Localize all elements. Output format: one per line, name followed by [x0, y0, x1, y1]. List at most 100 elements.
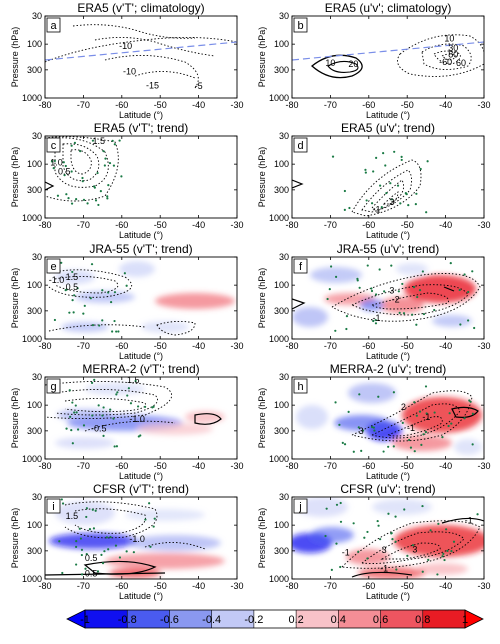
significance-dot: [389, 182, 392, 185]
panel-e: 1.5-1.00.5 -80 -70 -60 -50 -40 -30 30 100 300 1000…: [10, 242, 244, 361]
significance-dot: [334, 401, 337, 404]
contour-line-dotted: [104, 55, 199, 89]
contour-line-solid: [292, 298, 306, 310]
significance-dot: [113, 319, 116, 323]
x-axis-label: Latitude (°): [366, 471, 410, 481]
significance-dot: [329, 265, 333, 268]
contour-label: 2: [401, 402, 406, 412]
significance-dot: [98, 324, 101, 327]
significance-dot: [53, 318, 57, 322]
y-tick-label: 100: [27, 400, 42, 410]
significance-dot: [446, 549, 449, 552]
x-tick-label: -50: [401, 100, 414, 110]
significance-dot: [343, 208, 346, 211]
colorbar-segment: [211, 610, 255, 628]
significance-dot: [152, 525, 155, 528]
significance-dot: [396, 184, 400, 187]
significance-dot: [109, 300, 113, 304]
significance-dot: [70, 170, 73, 173]
significance-dot: [73, 411, 76, 414]
significance-dot: [427, 558, 430, 561]
x-tick-label: -30: [477, 581, 490, 591]
significance-dot: [91, 139, 95, 142]
x-tick-label: -60: [115, 461, 128, 471]
contour-label: -1: [407, 423, 415, 433]
shading-patch: [372, 499, 432, 515]
significance-dot: [115, 393, 118, 396]
significance-dot: [102, 150, 105, 153]
significance-dot: [78, 527, 81, 530]
significance-dot: [325, 507, 328, 510]
shading-patch: [334, 415, 390, 431]
significance-dot: [459, 323, 462, 326]
y-tick-label: 30: [279, 11, 289, 21]
colorbar-tick-label: 0.8: [415, 614, 430, 626]
significance-dot: [69, 415, 72, 418]
significance-dot: [343, 189, 346, 193]
panel-title: ERA5 (v'T'; trend): [94, 121, 189, 135]
significance-dot: [476, 513, 479, 516]
significance-dot: [328, 288, 331, 291]
significance-dot: [384, 164, 387, 167]
significance-dot: [374, 322, 378, 325]
x-tick-label: -30: [230, 220, 243, 230]
x-tick-label: -60: [362, 341, 375, 351]
y-tick-label: 100: [274, 159, 289, 169]
tropopause-line: [292, 41, 484, 61]
significance-dot: [415, 323, 418, 326]
significance-dot: [118, 556, 122, 559]
y-axis-label: Pressure (hPa): [257, 508, 267, 569]
significance-dot: [387, 512, 390, 515]
x-tick-label: -30: [477, 220, 490, 230]
significance-dot: [58, 540, 61, 543]
contour-line-dotted: [84, 420, 176, 432]
significance-dot: [335, 542, 338, 545]
y-axis-label: Pressure (hPa): [10, 508, 20, 569]
contour-line-solid: [443, 286, 455, 292]
contour-line-solid: [310, 54, 363, 79]
axes-frame: [291, 135, 485, 219]
significance-dot: [132, 551, 135, 554]
significance-dot: [76, 287, 79, 290]
contour-label: -1.0: [129, 534, 145, 544]
significance-dot: [343, 443, 347, 446]
significance-dot: [123, 272, 126, 275]
significance-dot: [463, 273, 466, 276]
significance-dot: [127, 387, 130, 390]
y-tick-label: 300: [27, 426, 42, 436]
significance-dot: [390, 532, 393, 535]
significance-dot: [390, 198, 393, 201]
colorbar-tick-label: -0.2: [244, 614, 263, 626]
y-tick-label: 100: [27, 520, 42, 530]
significance-dot: [61, 502, 65, 505]
axes-frame: [44, 15, 238, 99]
significance-dot: [392, 391, 395, 394]
panel-letter: f: [299, 261, 303, 273]
field-layer: [45, 24, 237, 89]
contour-label: -1: [380, 564, 388, 574]
significance-dot: [339, 501, 342, 505]
significance-dot: [382, 152, 385, 155]
shading-layer: [55, 383, 225, 449]
significance-dot: [65, 288, 68, 291]
shading-patch: [454, 439, 482, 455]
significance-dot: [366, 530, 369, 534]
significance-dot: [365, 199, 368, 202]
panel-letter-box: [293, 137, 308, 153]
significance-dot: [425, 211, 428, 214]
significance-dot: [422, 433, 425, 436]
y-tick-label: 1000: [269, 454, 289, 464]
x-tick-label: -80: [38, 220, 51, 230]
significance-dot: [413, 401, 416, 404]
significance-dot: [76, 428, 80, 431]
shading-patch: [346, 549, 390, 565]
x-axis-label: Latitude (°): [366, 110, 410, 120]
significance-dot: [356, 277, 359, 280]
axes-frame: [44, 376, 238, 460]
field-layer: [292, 262, 481, 332]
contour-line-dotted: [382, 191, 399, 205]
axes-frame: [291, 496, 485, 580]
x-axis-label: Latitude (°): [366, 230, 410, 240]
